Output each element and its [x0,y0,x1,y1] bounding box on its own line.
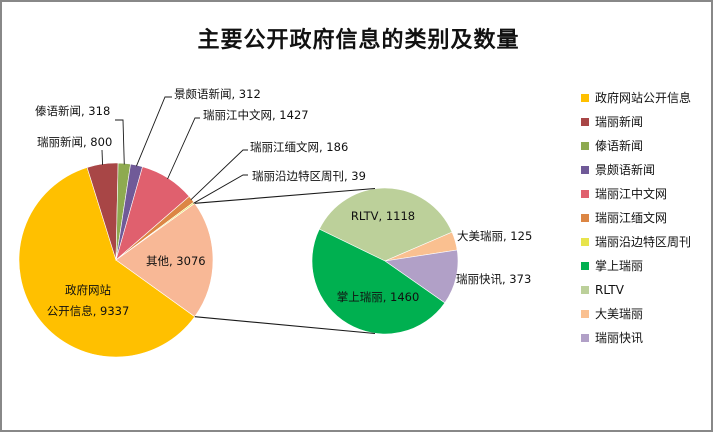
legend-item: 政府网站公开信息 [581,90,691,106]
legend-swatch [581,165,589,174]
legend-item: 瑞丽新闻 [581,114,643,130]
legend-label: 傣语新闻 [595,139,644,153]
legend-label: 景颇语新闻 [595,163,656,177]
connector-lines [194,187,376,335]
legend-item: 瑞丽快讯 [581,330,643,346]
data-label-damei-ruili: 大美瑞丽, 125 [457,229,532,243]
data-label-rltv: RLTV, 1118 [351,209,415,223]
pie-slice-zhangshang-ruili [311,228,446,335]
legend-swatch [581,189,589,198]
legend-item: RLTV [581,282,624,298]
leader-border-weekly [193,174,248,204]
chart-title: 主要公开政府信息的类别及数量 [197,27,520,53]
legend-label: 瑞丽新闻 [595,115,644,129]
data-label-zhangshang-ruili: 掌上瑞丽, 1460 [337,290,420,304]
legend-item: 景颇语新闻 [581,162,655,178]
data-label-ruilijiang-mm: 瑞丽江缅文网, 186 [250,140,348,154]
pie-slice-gov-website [18,167,196,358]
data-label-ruili-express: 瑞丽快讯, 373 [456,272,531,286]
legend-swatch [581,285,589,294]
legend-item: 大美瑞丽 [581,306,643,322]
connector-line-top [194,187,376,204]
data-label-jingpo-news: 景颇语新闻, 312 [174,87,261,101]
data-label-other: 其他, 3076 [146,254,206,268]
data-label-ruilijiang-cn: 瑞丽江中文网, 1427 [203,108,309,122]
legend-label: 瑞丽江中文网 [595,187,668,201]
legend-swatch [581,141,589,150]
legend-item: 掌上瑞丽 [581,258,643,274]
leader-jingpo-news [135,96,172,167]
legend-label: RLTV [595,283,624,297]
legend-label: 掌上瑞丽 [595,259,644,273]
legend-swatch [581,93,589,102]
data-label-dai-news: 傣语新闻, 318 [35,104,110,118]
legend-label: 瑞丽沿边特区周刊 [595,235,692,249]
data-labels: 政府网站公开信息, 9337 瑞丽新闻, 800 傣语新闻, 318 景颇语新闻, 3… [35,87,532,318]
data-label-gov-website-line2: 公开信息, 9337 [47,304,130,318]
legend-item: 瑞丽江缅文网 [581,210,667,226]
pie-slice-other [115,202,214,318]
legend-swatch [581,237,589,246]
connector-line-bottom [194,316,376,335]
data-label-gov-website-line1: 政府网站 [65,283,111,297]
primary-pie [18,162,214,358]
data-label-ruili-news: 瑞丽新闻, 800 [37,135,112,149]
legend-item: 瑞丽沿边特区周刊 [581,234,691,250]
leader-lines [101,96,248,204]
legend-item: 傣语新闻 [581,138,643,154]
leader-ruili-news [101,149,104,165]
legend-label: 大美瑞丽 [595,307,644,321]
legend-label: 政府网站公开信息 [595,91,692,105]
leader-dai-news [115,119,125,165]
legend-swatch [581,117,589,126]
data-label-border-weekly: 瑞丽沿边特区周刊, 39 [252,169,366,183]
secondary-pie [311,187,459,335]
leader-ruilijiang-mm [190,149,248,201]
leader-ruilijiang-cn [167,117,200,180]
legend-swatch [581,333,589,342]
legend-label: 瑞丽快讯 [595,331,644,345]
legend-label: 瑞丽江缅文网 [595,211,668,225]
legend-swatch [581,213,589,222]
legend-swatch [581,309,589,318]
legend-item: 瑞丽江中文网 [581,186,667,202]
pie-slice-rltv [318,187,453,262]
legend-swatch [581,261,589,270]
